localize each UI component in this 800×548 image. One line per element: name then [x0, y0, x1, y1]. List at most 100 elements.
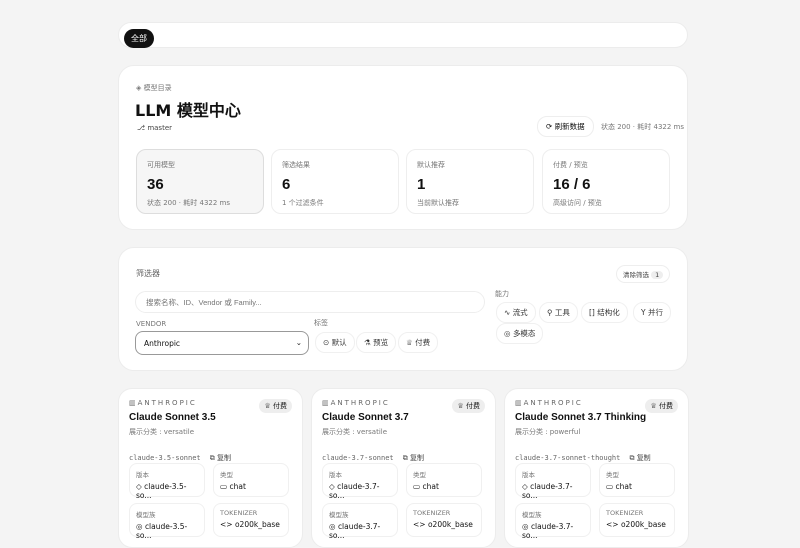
model-category: 展示分类 : versatile: [322, 428, 388, 436]
capability-parallel[interactable]: Y 并行: [633, 302, 671, 323]
vendor-select[interactable]: Anthropic ⌄: [135, 331, 309, 355]
capability-streaming[interactable]: ∿ 流式: [496, 302, 536, 323]
cell-value: claude-3.5-so...: [136, 482, 187, 500]
stat-label: 可用模型: [147, 161, 175, 169]
family-cell: 模型族 ◎ claude-3.7-so...: [515, 503, 591, 540]
version-cell: 版本 ◇ claude-3.7-so...: [515, 463, 591, 500]
code-icon: <>: [413, 520, 426, 529]
copy-button[interactable]: ⧉ 复制: [210, 454, 231, 462]
tag-default[interactable]: ⊙ 默认: [315, 332, 355, 353]
cell-value: chat: [422, 482, 439, 491]
tags-label: 标签: [314, 319, 328, 327]
stat-filtered[interactable]: 筛选结果 6 1 个过滤条件: [271, 149, 399, 214]
vendor-name: ▥ANTHROPIC: [515, 399, 678, 407]
tag-paid[interactable]: ♕ 付费: [398, 332, 439, 353]
clear-filters-button[interactable]: 清除筛选 1: [616, 265, 671, 283]
cell-label: 模型族: [136, 511, 156, 519]
stat-value: 16 / 6: [553, 176, 591, 193]
filter-panel: 筛选器 清除筛选 1 VENDOR Anthropic ⌄ 标签 ⊙ 默认 ⚗ 预…: [118, 247, 688, 371]
chevron-down-icon: ⌄: [295, 338, 302, 347]
copy-label: 复制: [636, 454, 651, 462]
stat-default[interactable]: 默认推荐 1 当前默认推荐: [406, 149, 534, 214]
vendor-text: ANTHROPIC: [137, 399, 197, 407]
tokenizer-cell: TOKENIZER <> o200k_base: [599, 503, 675, 537]
stat-paid-preview[interactable]: 付费 / 预览 16 / 6 高级访问 / 预览: [542, 149, 670, 214]
layers-icon: ◎: [522, 522, 529, 531]
cell-label: 版本: [329, 471, 342, 479]
version-cell: 版本 ◇ claude-3.7-so...: [322, 463, 398, 500]
cell-value: claude-3.7-so...: [522, 482, 573, 500]
capability-label: 结构化: [597, 308, 620, 317]
capability-label: 并行: [647, 308, 663, 317]
tokenizer-cell: TOKENIZER <> o200k_base: [213, 503, 289, 537]
eyebrow: ◈ 模型目录: [136, 83, 172, 93]
capability-label: 工具: [554, 308, 570, 317]
split-icon: Y: [641, 308, 646, 317]
branch-icon: ⎇: [137, 124, 146, 132]
cell-value: claude-3.5-so...: [136, 522, 188, 540]
cell-label: 版本: [136, 471, 149, 479]
status-text: 状态 200 · 耗时 4322 ms: [601, 123, 684, 131]
copy-label: 复制: [216, 454, 231, 462]
cell-value: claude-3.7-so...: [329, 482, 380, 500]
stat-value: 6: [282, 176, 291, 193]
copy-icon: ⧉: [629, 454, 635, 462]
model-name: Claude Sonnet 3.7 Thinking: [515, 412, 647, 423]
model-card[interactable]: ▥ANTHROPIC ♕ 付费 Claude Sonnet 3.5 展示分类 :…: [118, 388, 303, 548]
cell-value: claude-3.7-so...: [522, 522, 574, 540]
filter-count-badge: 1: [651, 271, 664, 279]
code-icon: <>: [606, 520, 619, 529]
vendor-value: Anthropic: [144, 339, 181, 348]
type-cell: 类型 ▭ chat: [599, 463, 675, 497]
capability-tools[interactable]: ⚲ 工具: [539, 302, 578, 323]
copy-button[interactable]: ⧉ 复制: [629, 454, 650, 462]
type-cell: 类型 ▭ chat: [406, 463, 482, 497]
chat-icon: ▭: [220, 482, 228, 491]
stat-value: 36: [147, 176, 164, 193]
category-bar: 全部: [118, 22, 688, 48]
badge-text: 付费: [466, 402, 480, 410]
chat-icon: ▭: [413, 482, 421, 491]
tag-preview[interactable]: ⚗ 预览: [356, 332, 397, 353]
stat-value: 1: [417, 176, 426, 193]
badge-text: 付费: [659, 402, 673, 410]
activity-icon: ∿: [504, 308, 511, 317]
model-name: Claude Sonnet 3.5: [129, 412, 216, 423]
tag-label: 付费: [415, 338, 431, 347]
cell-value: claude-3.7-so...: [329, 522, 381, 540]
vendor-text: ANTHROPIC: [523, 399, 583, 407]
layers-icon: ◎: [136, 522, 143, 531]
cell-label: 类型: [413, 471, 426, 479]
refresh-button[interactable]: ⟳ 刷新数据: [537, 116, 594, 137]
flask-icon: ⚗: [364, 338, 371, 347]
model-name: Claude Sonnet 3.7: [322, 412, 409, 423]
cell-value: chat: [615, 482, 632, 491]
paid-badge: ♕ 付费: [452, 399, 485, 413]
cell-label: 模型族: [522, 511, 542, 519]
layers-icon: ◎: [329, 522, 336, 531]
family-cell: 模型族 ◎ claude-3.7-so...: [322, 503, 398, 540]
filter-title: 筛选器: [136, 269, 160, 278]
tag-label: 默认: [331, 338, 347, 347]
stat-sub: 1 个过滤条件: [282, 199, 324, 207]
cell-label: TOKENIZER: [413, 509, 451, 517]
vendor-label: VENDOR: [136, 320, 167, 328]
crown-icon: ♕: [264, 402, 271, 410]
clear-label: 清除筛选: [623, 271, 649, 279]
search-input[interactable]: [135, 291, 485, 313]
capabilities-label: 能力: [495, 290, 509, 298]
crown-icon: ♕: [406, 338, 413, 347]
stat-available[interactable]: 可用模型 36 状态 200 · 耗时 4322 ms: [136, 149, 264, 214]
copy-button[interactable]: ⧉ 复制: [403, 454, 424, 462]
model-card[interactable]: ▥ANTHROPIC ♕ 付费 Claude Sonnet 3.7 展示分类 :…: [311, 388, 496, 548]
refresh-icon: ⟳: [546, 122, 553, 131]
capability-multimodal[interactable]: ◎ 多模态: [496, 323, 544, 344]
code-icon: <>: [220, 520, 233, 529]
crown-icon: ♕: [650, 402, 657, 410]
capability-structured[interactable]: [] 结构化: [581, 302, 628, 323]
vendor-text: ANTHROPIC: [330, 399, 390, 407]
page-title: LLM 模型中心: [135, 101, 241, 120]
building-icon: ▥: [515, 399, 524, 407]
model-card[interactable]: ▥ANTHROPIC ♕ 付费 Claude Sonnet 3.7 Thinki…: [504, 388, 689, 548]
filter-all-button[interactable]: 全部: [124, 29, 154, 48]
